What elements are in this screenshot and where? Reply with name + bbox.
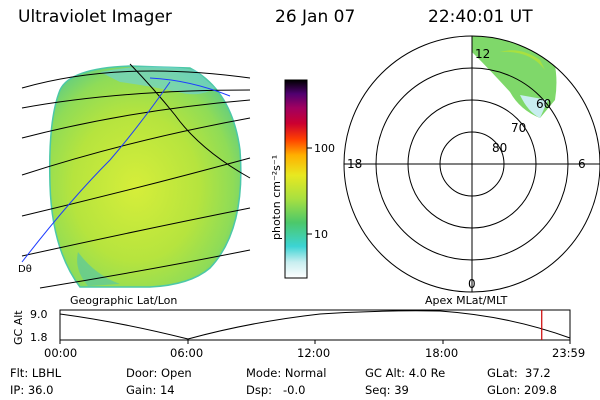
apex-label: Apex MLat/MLT: [425, 294, 508, 307]
disk-edge-label: Dθ: [18, 264, 32, 275]
info-glat: GLat: 37.2: [487, 366, 551, 380]
info-seq: Seq: 39: [365, 383, 409, 397]
timeline-ytick-high: 9.0: [30, 308, 48, 321]
geographic-label: Geographic Lat/Lon: [70, 294, 178, 307]
info-dsp: Dsp: -0.0: [246, 383, 306, 397]
date-label: 26 Jan 07: [275, 7, 356, 27]
mlt-label-18: 18: [347, 157, 362, 171]
colorbar: [284, 79, 308, 279]
geographic-grid: [21, 63, 251, 289]
colorbar-tick-10: 10: [314, 228, 328, 241]
mlt-label-12: 12: [475, 47, 490, 61]
mlat-label-80: 80: [492, 141, 507, 155]
magnetic-grid: [21, 77, 231, 263]
polar-plot: 12 18 6 0 80 70 60: [343, 35, 600, 293]
timeline-xtick-3: 18:00: [425, 346, 459, 360]
info-door: Door: Open: [126, 366, 192, 380]
colorbar-tick-100: 100: [314, 142, 335, 155]
timeline-ytick-low: 1.8: [30, 331, 48, 344]
timeline-xtick-2: 12:00: [297, 346, 331, 360]
colorbar-unit-label: photon cm⁻²s⁻¹: [270, 155, 283, 240]
time-label: 22:40:01 UT: [428, 7, 533, 27]
info-filter: Flt: LBHL: [10, 366, 62, 380]
info-ip: IP: 36.0: [10, 383, 54, 397]
mlat-label-70: 70: [511, 121, 526, 135]
altitude-timeline: [59, 309, 571, 344]
info-gain: Gain: 14: [126, 383, 175, 397]
mlat-label-60: 60: [536, 97, 551, 111]
info-mode: Mode: Normal: [246, 366, 327, 380]
instrument-title: Ultraviolet Imager: [18, 7, 172, 27]
timeline-xtick-1: 06:00: [170, 346, 204, 360]
mlt-label-0: 0: [468, 277, 476, 291]
info-gc-alt: GC Alt: 4.0 Re: [365, 366, 446, 380]
mlt-label-6: 6: [578, 157, 586, 171]
timeline-xtick-0: 00:00: [44, 346, 78, 360]
timeline-xtick-4: 23:59: [552, 346, 586, 360]
info-glon: GLon: 209.8: [487, 383, 557, 397]
timeline-ylabel: GC Alt: [12, 310, 25, 345]
